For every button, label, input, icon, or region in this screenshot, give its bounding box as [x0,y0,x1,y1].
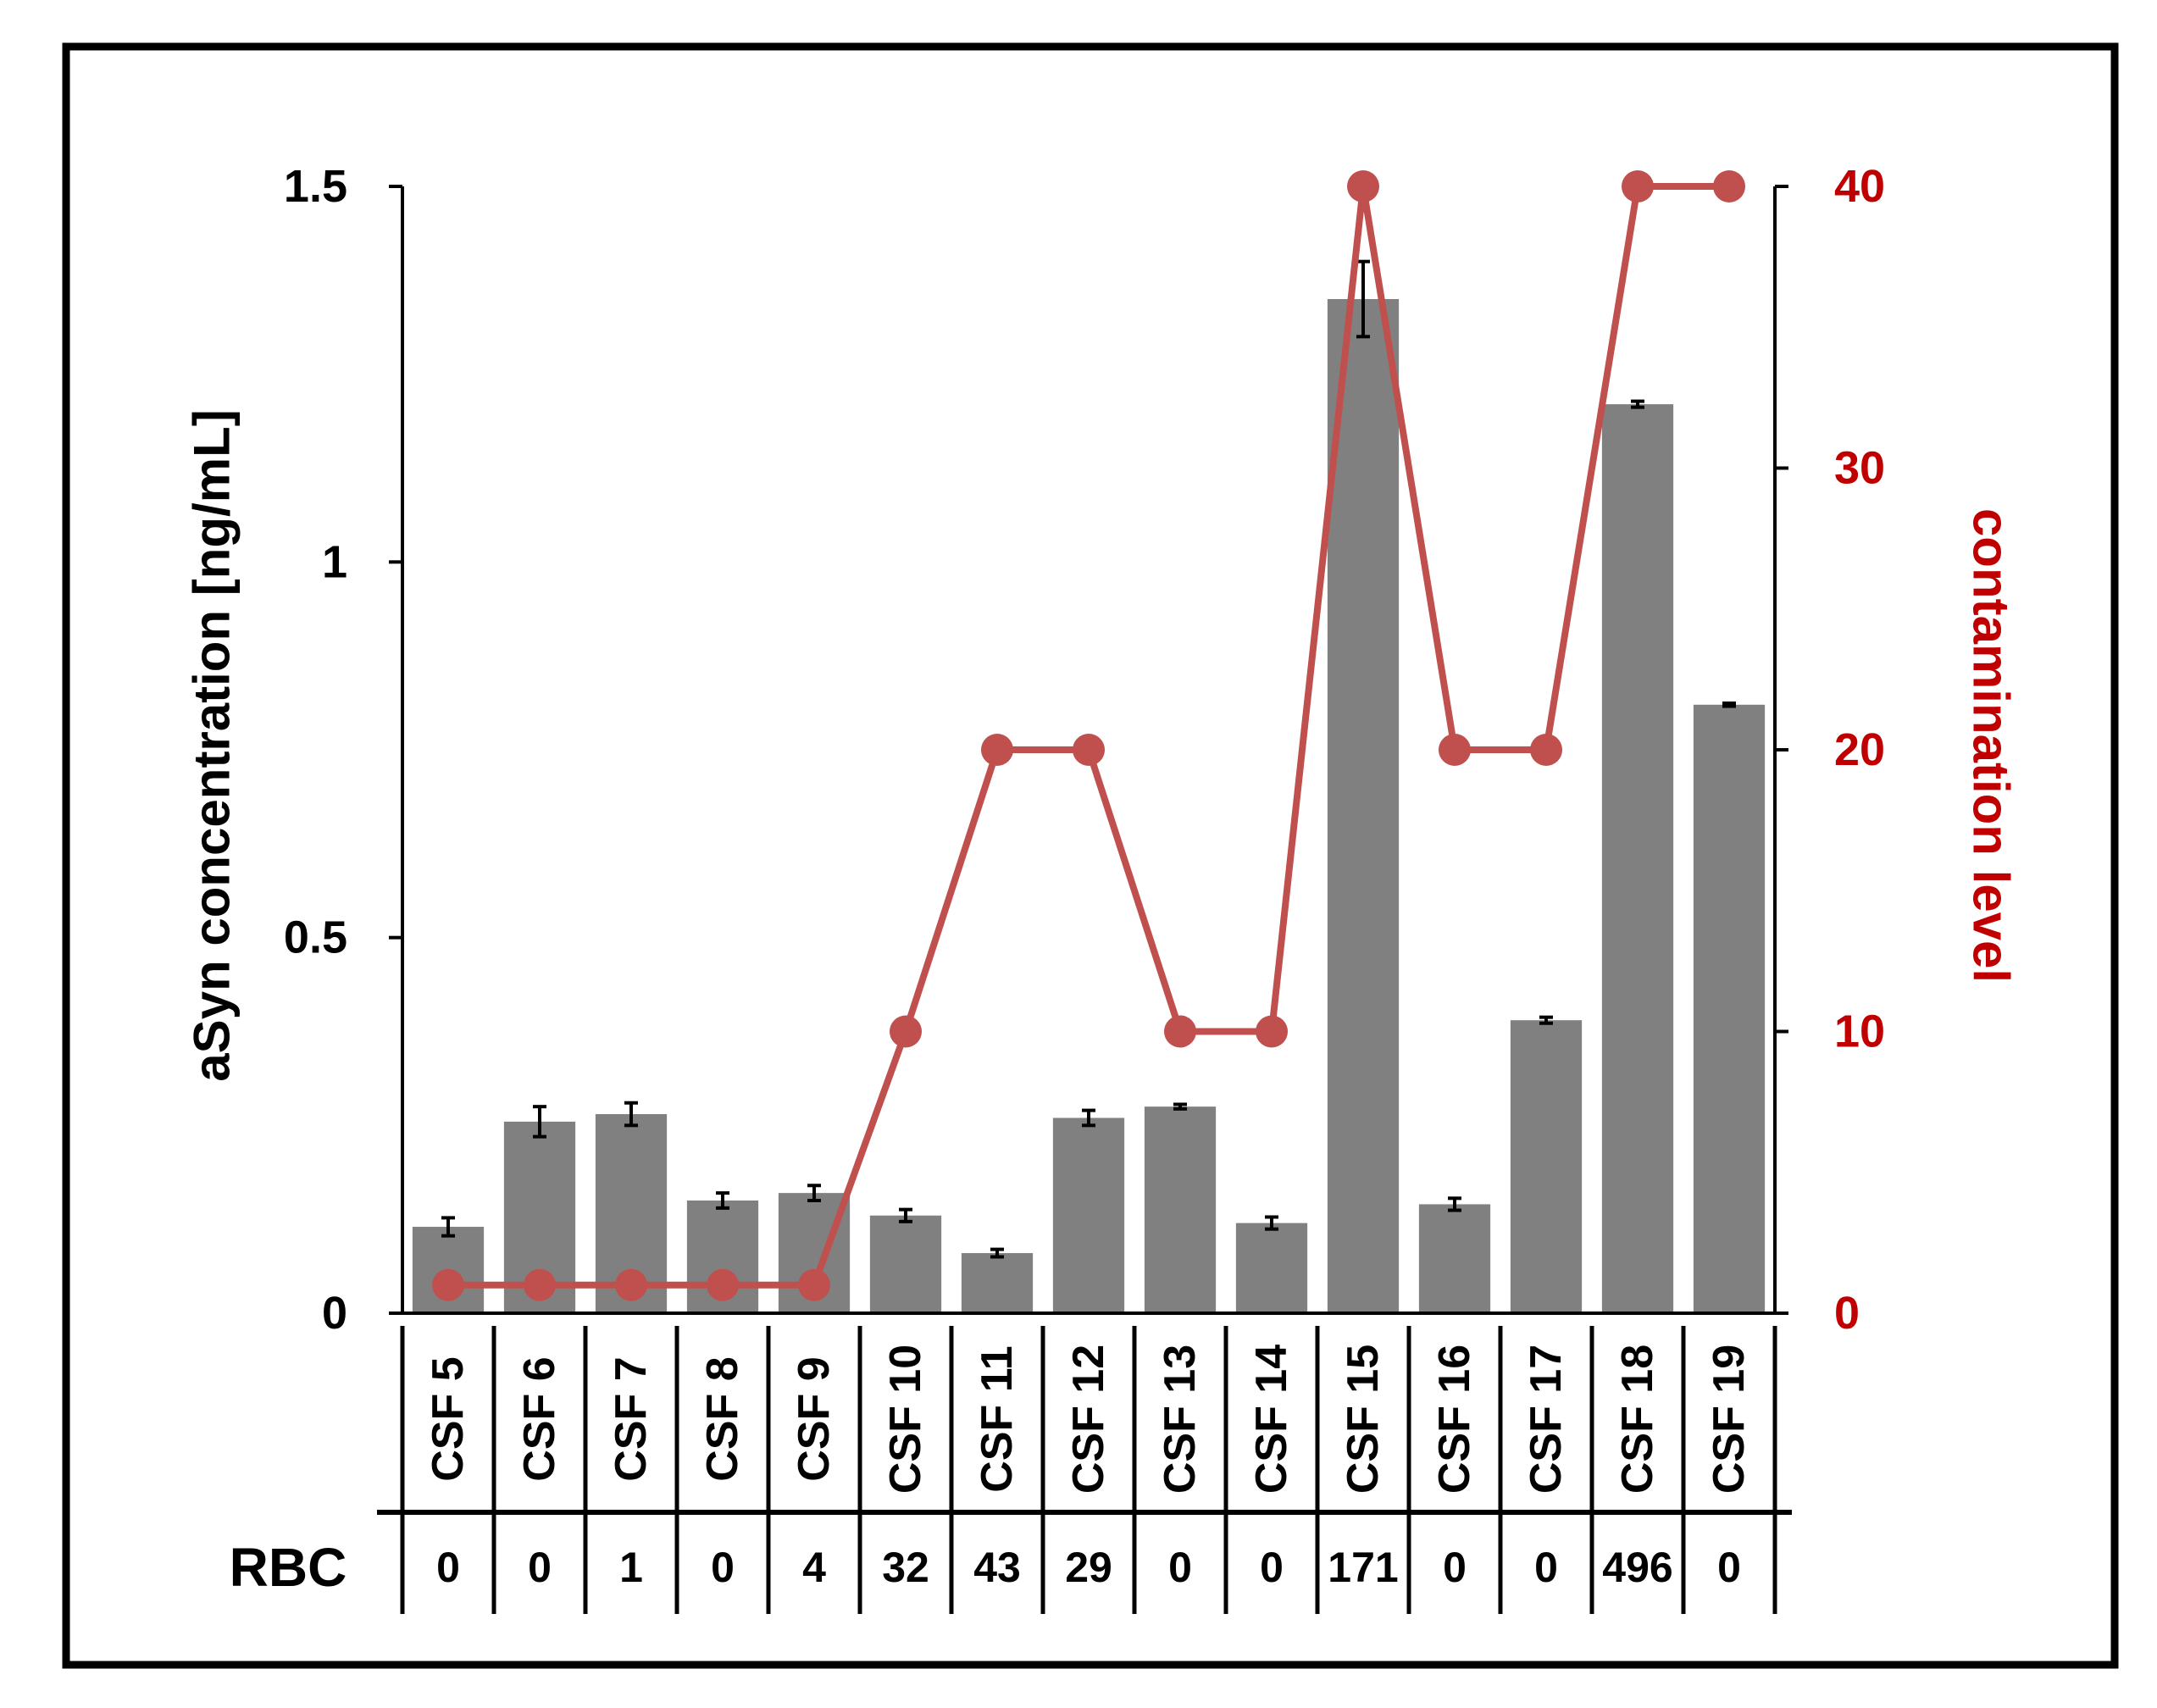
category-table: CSF 5 CSF 6 CSF 7 CSF 8 CSF 9 CSF 10 CSF 11 CSF… [377,1326,1792,1614]
contamination-point [1164,1015,1196,1048]
contamination-point [1622,170,1654,202]
contamination-point [890,1015,922,1048]
category-label: CSF 18 [1613,1345,1662,1494]
contamination-point [798,1268,830,1301]
contamination-point [1256,1015,1288,1048]
rbc-value: 0 [1260,1544,1284,1591]
category-label: CSF 14 [1247,1345,1296,1494]
category-label: CSF 12 [1064,1345,1113,1494]
rbc-value: 171 [1328,1544,1398,1591]
rbc-value: 0 [436,1544,460,1591]
category-label: CSF 6 [515,1356,564,1481]
y-tick-label: 0 [322,1288,347,1339]
rbc-value: 43 [973,1544,1021,1591]
rbc-value: 0 [1534,1544,1558,1591]
contamination-point [615,1268,647,1301]
rbc-value: 4 [802,1544,826,1591]
contamination-point [524,1268,556,1301]
y-right-tick-label: 40 [1834,161,1885,212]
bar [1601,404,1674,1314]
rbc-value: 0 [711,1544,735,1591]
category-label: CSF 7 [607,1356,656,1481]
bar [1144,1106,1217,1313]
bar [1510,1020,1583,1313]
y-right-tick-label: 20 [1834,724,1885,775]
axes: 0 0.5 1 1.5 0 10 20 30 40 [284,161,1885,1339]
category-label: CSF 5 [424,1356,473,1481]
y-right-tick-label: 10 [1834,1006,1885,1057]
category-label: CSF 15 [1339,1345,1388,1494]
y-axis-label: aSyn concentration [ng/mL] [184,409,241,1081]
rbc-value: 0 [528,1544,552,1591]
y-tick-label: 1.5 [284,161,347,212]
bar [1693,704,1766,1313]
y-right-tick-label: 30 [1834,443,1885,494]
bar [1052,1117,1125,1313]
contamination-point [1530,734,1562,766]
rbc-value: 0 [1717,1544,1741,1591]
y-tick-label: 0.5 [284,912,347,963]
contamination-point [1439,734,1471,766]
category-label: CSF 19 [1705,1345,1754,1494]
contamination-point [1713,170,1745,202]
category-label: CSF 8 [698,1356,747,1481]
category-label: CSF 11 [973,1345,1022,1492]
bar [1418,1204,1491,1313]
contamination-series [432,170,1745,1301]
error-bars [441,259,1736,1259]
bar [869,1215,942,1313]
category-label: CSF 17 [1522,1345,1571,1494]
category-label: CSF 16 [1430,1345,1479,1494]
rbc-value: 0 [1168,1544,1192,1591]
rbc-value: 496 [1602,1544,1672,1591]
contamination-point [432,1268,464,1301]
category-label: CSF 13 [1156,1345,1205,1494]
category-label: CSF 10 [881,1345,930,1494]
rbc-value: 0 [1443,1544,1467,1591]
y-tick-label: 1 [322,536,347,587]
bar [961,1253,1034,1313]
labels: aSyn concentration [ng/mL] contamination… [184,409,2020,1598]
category-label: CSF 9 [790,1356,839,1481]
y-right-tick-label: 0 [1834,1288,1860,1339]
rbc-value: 1 [619,1544,643,1591]
contamination-point [1347,170,1379,202]
bar [1327,299,1400,1313]
y-axis-right-label: contamination level [1963,508,2020,983]
rbc-row-label: RBC [230,1537,347,1598]
contamination-point [1073,734,1105,766]
contamination-point [707,1268,739,1301]
rbc-value: 29 [1065,1544,1112,1591]
bar [1235,1223,1308,1313]
rbc-value: 32 [882,1544,929,1591]
contamination-point [981,734,1013,766]
